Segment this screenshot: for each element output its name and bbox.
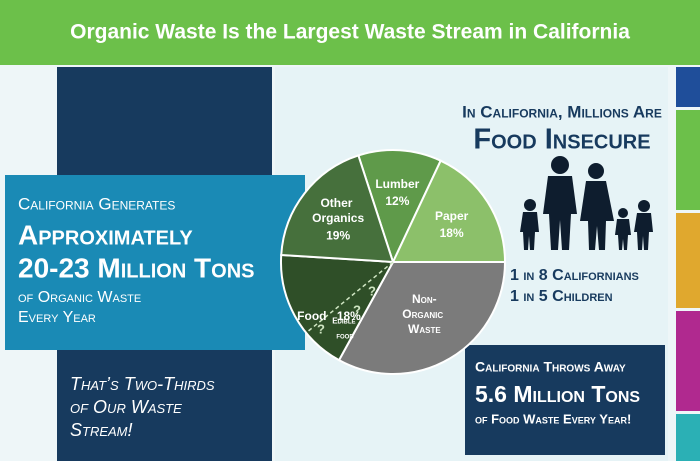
panel-text: of Food Waste Every Year! — [475, 411, 631, 426]
panel-text: That’s Two-Thirds — [70, 374, 215, 394]
stat: 1 in 5 Children — [510, 288, 613, 305]
annotation: ? — [353, 302, 361, 317]
slice-label: Food — [297, 309, 326, 323]
slice-label: Other Organics — [312, 196, 364, 225]
slice-label: Non-Organic Waste — [402, 292, 446, 336]
panel-text: In California, Millions Are — [462, 102, 662, 121]
strip — [676, 110, 700, 210]
generation-box — [5, 175, 305, 350]
annotation: Edible food — [332, 317, 358, 341]
panel-text: 5.6 Million Tons — [475, 381, 640, 407]
edible-divider — [305, 261, 394, 334]
slice-label: Paper — [435, 209, 469, 223]
slice-value: 18% — [337, 309, 361, 323]
panel-text: Food Insecure — [473, 124, 650, 156]
panel-text: Every Year — [18, 309, 96, 326]
panel-text: California Throws Away — [475, 359, 626, 375]
stat: 1 in 8 Californians — [510, 267, 639, 284]
annotation: ? — [368, 283, 376, 298]
food-waste-box — [465, 345, 665, 455]
pie-slice — [337, 261, 507, 375]
slice-value: 18% — [440, 226, 464, 240]
strip — [676, 414, 700, 461]
strip — [676, 67, 700, 107]
slice-label: Lumber — [375, 177, 419, 191]
pie-slice — [280, 154, 395, 264]
slice-value: 19% — [326, 229, 350, 243]
family-silhouette — [520, 156, 653, 250]
pie-slice — [357, 149, 443, 265]
panel-text: 20-23 Million Tons — [18, 252, 255, 283]
panel-text: California Generates — [18, 194, 175, 213]
title: Organic Waste Is the Largest Waste Strea… — [70, 21, 630, 44]
pie-slice — [391, 159, 507, 263]
strip — [676, 213, 700, 308]
strip — [676, 311, 700, 411]
panel-text: Stream! — [70, 420, 133, 440]
slice-value: 12% — [385, 194, 409, 208]
header-banner — [0, 0, 700, 65]
annotation: ? — [317, 321, 325, 336]
panel-text: Approximately — [18, 219, 193, 250]
panel-text: of Our Waste — [70, 397, 182, 417]
panel-text: of Organic Waste — [18, 289, 141, 306]
